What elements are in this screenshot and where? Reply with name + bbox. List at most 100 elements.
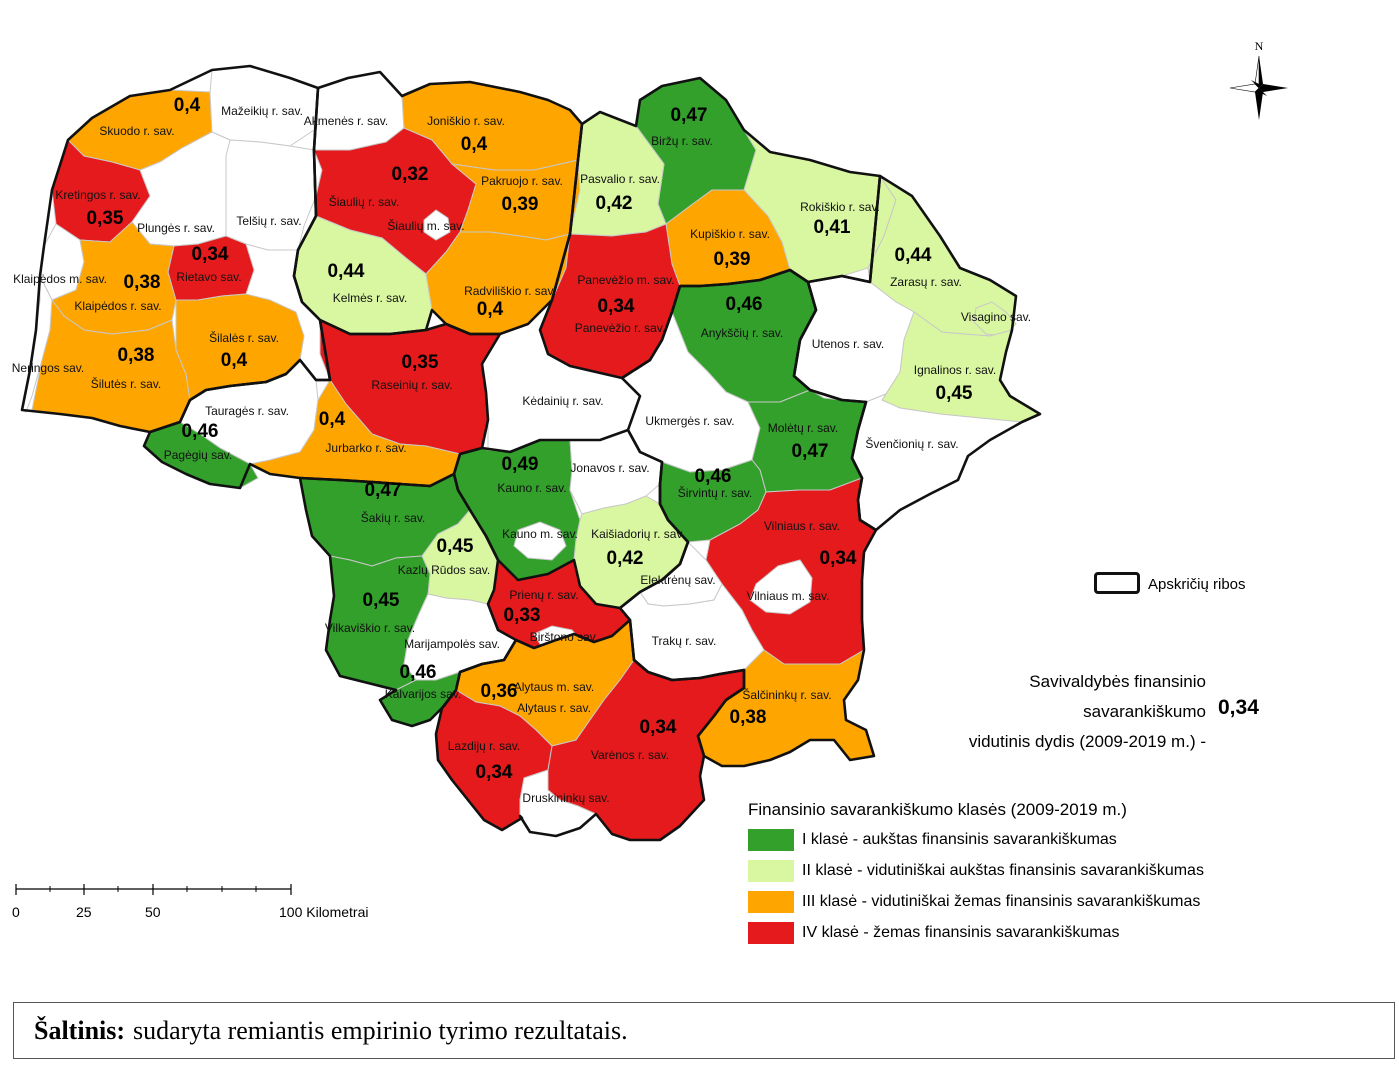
municipality-name: Šilutės r. sav.	[91, 376, 161, 391]
municipality-value: 0,35	[402, 352, 439, 373]
municipality-name: Pasvalio r. sav.	[580, 172, 660, 186]
north-label: N	[1255, 39, 1264, 53]
municipality-name: Biržų r. sav.	[651, 134, 713, 148]
municipality-name: Kazlų Rūdos sav.	[398, 563, 491, 577]
municipality-name: Vilniaus m. sav.	[747, 589, 830, 603]
municipality-name: Klaipėdos r. sav.	[74, 299, 161, 313]
municipality-value: 0,38	[124, 272, 161, 293]
municipality-name: Telšių r. sav.	[236, 214, 301, 228]
county-border	[434, 618, 746, 842]
municipality-name: Pagėgių sav.	[164, 448, 233, 462]
municipality-value: 0,33	[504, 605, 541, 626]
municipality-name: Lazdijų r. sav.	[448, 739, 520, 753]
municipality-name: Radviliškio r. sav.	[464, 284, 556, 298]
legend-row-class-3: III klasė - vidutiniškai žemas finansini…	[748, 890, 1200, 914]
municipality-name: Varėnos r. sav.	[591, 748, 669, 762]
average-value: 0,34	[1218, 696, 1259, 719]
scale-tick-50: 50	[145, 904, 161, 920]
legend-label-class-3: III klasė - vidutiniškai žemas finansini…	[802, 893, 1201, 910]
municipality-value: 0,36	[481, 681, 518, 702]
municipality-name: Zarasų r. sav.	[890, 275, 962, 289]
county-border	[292, 70, 584, 336]
average-description: Savivaldybės finansinio savarankiškumo v…	[906, 667, 1206, 757]
municipality-value: 0,4	[174, 95, 201, 116]
municipality-value: 0,38	[730, 707, 767, 728]
municipality-value: 0,4	[221, 350, 248, 371]
source-box: Šaltinis: sudaryta remiantis empirinio t…	[13, 1002, 1395, 1059]
municipality-visagino-sav	[973, 301, 1017, 337]
municipality-value: 0,46	[695, 466, 732, 487]
municipality-name: Kupiškio r. sav.	[690, 227, 770, 241]
municipality-value: 0,34	[640, 717, 677, 738]
municipality-name: Joniškio r. sav.	[427, 114, 505, 128]
legend-swatch-class-2	[748, 860, 794, 882]
municipality-value: 0,44	[895, 245, 932, 266]
municipality-value: 0,49	[502, 454, 539, 475]
legend-swatch-class-3	[748, 891, 794, 913]
municipality-name: Utenos r. sav.	[812, 337, 884, 351]
municipality-name: Skuodo r. sav.	[99, 124, 174, 138]
municipality-value: 0,42	[607, 548, 644, 569]
municipality-name: Ignalinos r. sav.	[914, 363, 997, 377]
county-border	[142, 318, 502, 490]
average-line-2: vidutinis dydis (2009-2019 m.) -	[968, 732, 1206, 751]
municipality-name: Kelmės r. sav.	[333, 291, 407, 305]
scale-tick-25: 25	[76, 904, 92, 920]
county-border	[618, 268, 878, 768]
source-label: Šaltinis:	[34, 1015, 126, 1045]
municipality-name: Vilkaviškio r. sav.	[325, 621, 415, 635]
scale-tick-100: 100 Kilometrai	[279, 904, 369, 920]
municipality-name: Pakruojo r. sav.	[481, 174, 563, 188]
municipality-name: Prienų r. sav.	[509, 588, 578, 602]
municipality-value: 0,44	[328, 261, 365, 282]
municipality-name: Plungės r. sav.	[137, 221, 215, 235]
municipality-value: 0,32	[392, 164, 429, 185]
municipality-name: Klaipėdos m. sav.	[13, 272, 107, 286]
municipality-name: Švenčionių r. sav.	[865, 436, 958, 451]
municipality-name: Tauragės r. sav.	[205, 404, 289, 418]
municipality-name: Jonavos r. sav.	[570, 461, 649, 475]
municipality-name: Kėdainių r. sav.	[522, 394, 603, 408]
municipality-name: Mažeikių r. sav.	[221, 104, 303, 118]
scale-bar	[15, 884, 292, 895]
municipality-name: Akmenės r. sav.	[304, 114, 388, 128]
municipality-kauno-m-sav	[513, 521, 567, 561]
municipality-name: Šakių r. sav.	[361, 510, 425, 525]
municipality-name: Trakų r. sav.	[652, 634, 717, 648]
municipality-name: Visagino sav.	[961, 310, 1031, 324]
municipality-value: 0,41	[814, 217, 851, 238]
municipality-value: 0,47	[671, 105, 708, 126]
municipality-name: Šiaulių r. sav.	[329, 194, 399, 209]
municipality-name: Alytaus r. sav.	[517, 701, 591, 715]
source-text: sudaryta remiantis empirinio tyrimo rezu…	[133, 1015, 628, 1045]
municipality-value: 0,39	[714, 249, 751, 270]
municipality-name: Raseinių r. sav.	[371, 378, 452, 392]
municipality-name: Birštono sav.	[530, 630, 598, 644]
legend-swatch-class-1	[748, 829, 794, 851]
municipality-value: 0,47	[792, 441, 829, 462]
municipality-name: Neringos sav.	[12, 361, 84, 375]
legend-row-class-1: I klasė - aukštas finansinis savarankišk…	[748, 828, 1117, 852]
municipality-name: Molėtų r. sav.	[768, 421, 838, 435]
municipality-name: Jurbarko r. sav.	[325, 441, 406, 455]
municipality-value: 0,45	[437, 536, 474, 557]
municipality-value: 0,35	[87, 208, 124, 229]
municipality-value: 0,45	[936, 383, 973, 404]
scale-tick-0: 0	[12, 904, 20, 920]
legend-label-class-4: IV klasė - žemas finansinis savarankišku…	[802, 924, 1120, 941]
municipality-name: Panevėžio r. sav.	[575, 321, 666, 335]
municipality-name: Panevėžio m. sav.	[577, 273, 674, 287]
legend-label-class-1: I klasė - aukštas finansinis savarankišk…	[802, 831, 1117, 848]
municipality-name: Šilalės r. sav.	[209, 330, 279, 345]
legend-swatch-class-4	[748, 922, 794, 944]
county-border-label: Apskričių ribos	[1148, 576, 1246, 593]
municipality-value: 0,47	[365, 480, 402, 501]
municipality-value: 0,46	[400, 662, 437, 683]
municipality-name: Kaišiadorių r. sav.	[591, 527, 685, 541]
municipality-name: Kretingos r. sav.	[55, 188, 140, 202]
municipality-value: 0,39	[502, 194, 539, 215]
average-line-1: Savivaldybės finansinio savarankiškumo	[1029, 672, 1206, 721]
municipality-value: 0,34	[820, 548, 857, 569]
municipality-name: Vilniaus r. sav.	[764, 519, 840, 533]
municipality-name: Kauno r. sav.	[497, 481, 566, 495]
